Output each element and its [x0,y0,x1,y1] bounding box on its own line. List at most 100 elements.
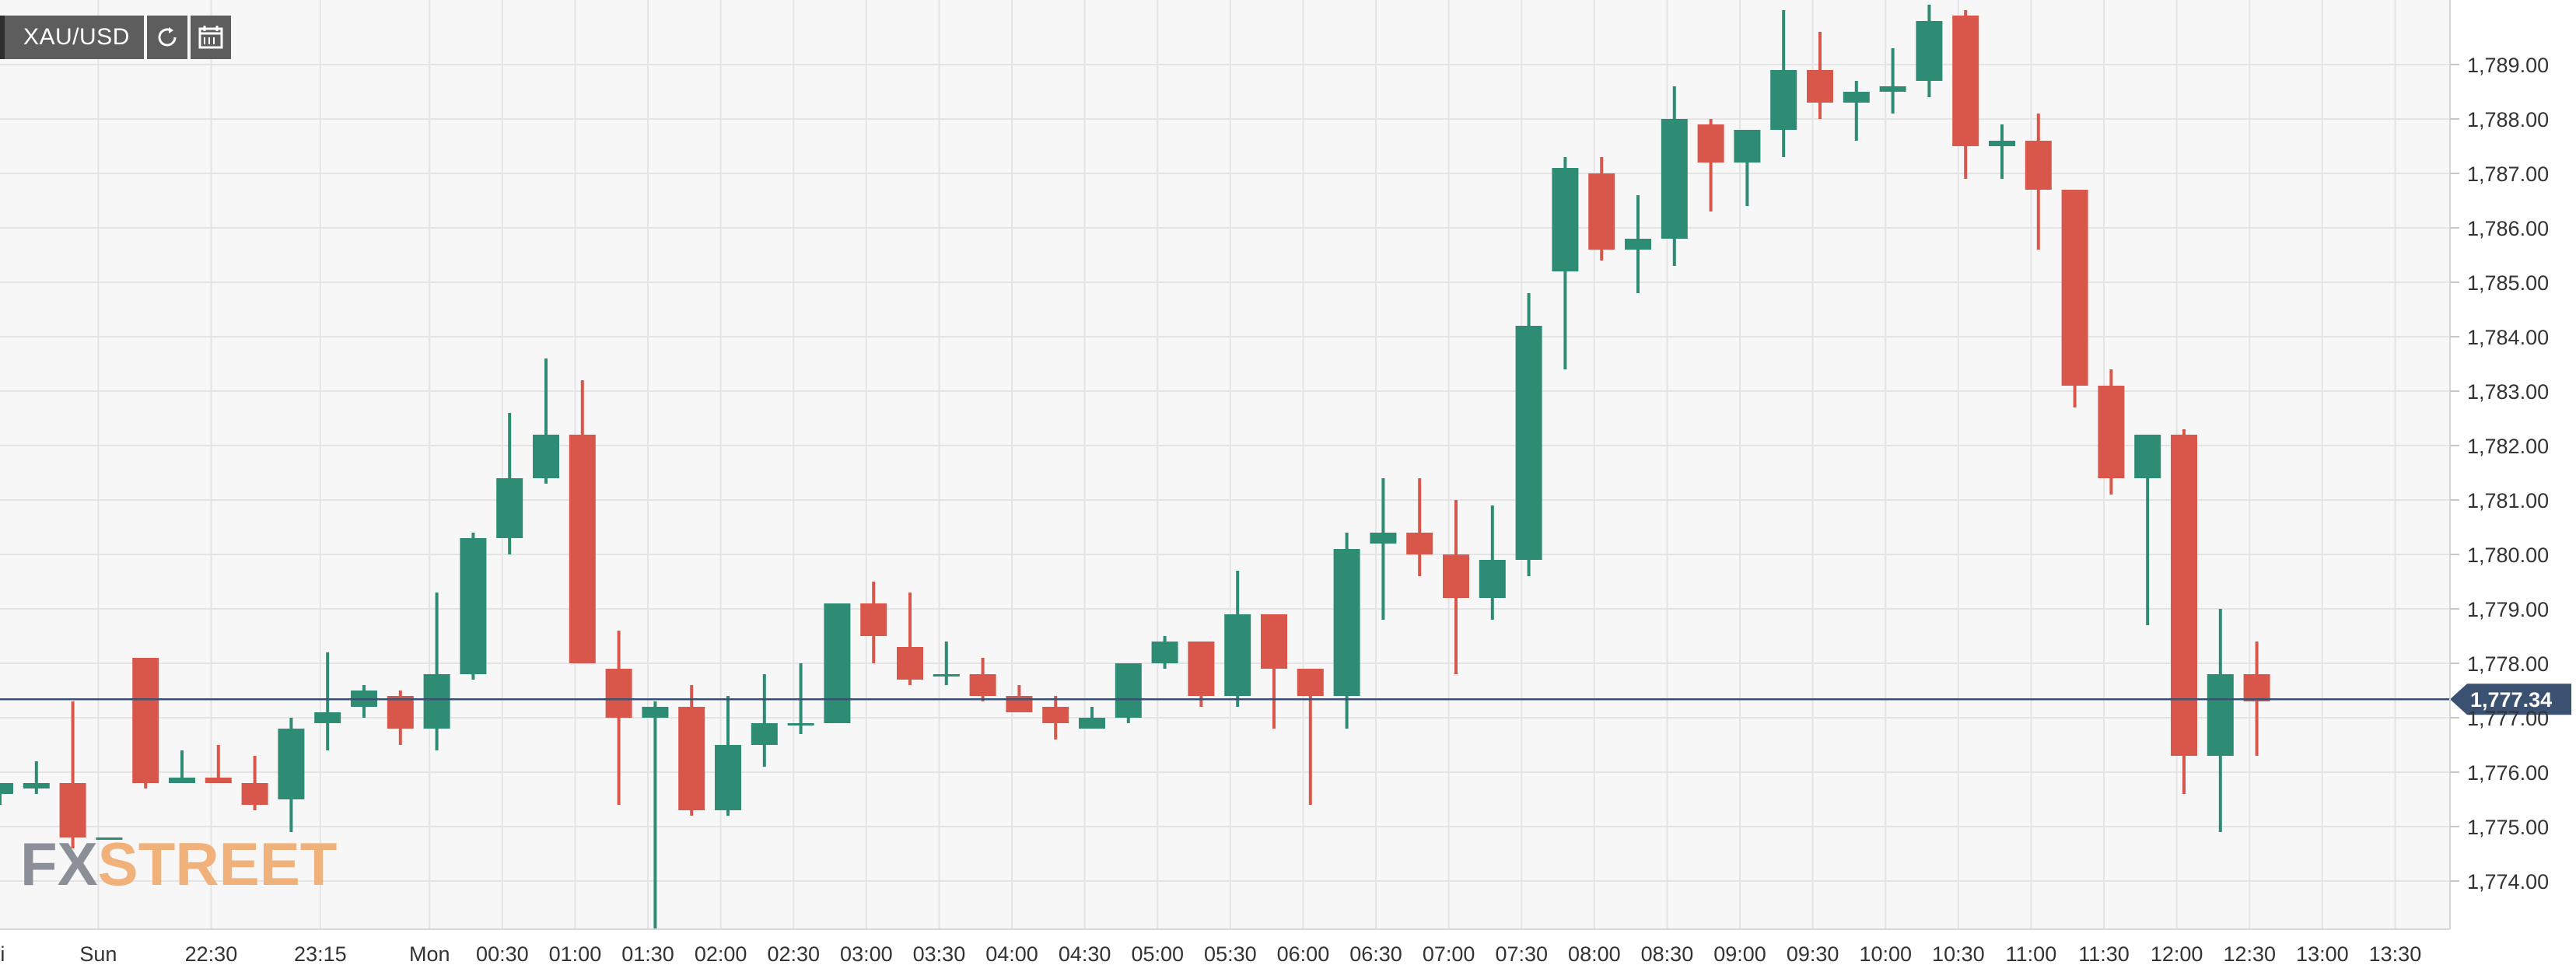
candle-body [2025,141,2052,190]
x-tick-label: 04:30 [1059,942,1111,966]
y-tick-label: 1,779.00 [2467,598,2549,621]
candle-body [2134,435,2161,478]
candle[interactable] [1333,533,1360,729]
candle[interactable] [1297,669,1324,805]
candle[interactable] [2061,190,2088,407]
candle[interactable] [1770,10,1797,157]
candle[interactable] [897,593,923,685]
candle-body [569,435,596,663]
candle[interactable] [205,745,232,783]
refresh-button[interactable] [146,16,187,59]
candle[interactable] [824,603,851,723]
candle-body [1916,21,1943,81]
candle[interactable] [1879,48,1906,114]
candle[interactable] [933,642,960,685]
candle[interactable] [1479,505,1506,620]
candle[interactable] [1807,32,1833,119]
candle[interactable] [1515,293,1542,576]
candle-body [1151,642,1178,663]
y-tick-label: 1,788.00 [2467,108,2549,131]
candle[interactable] [2134,435,2161,625]
x-tick-label: 08:00 [1568,942,1621,966]
y-tick-label: 1,780.00 [2467,544,2549,567]
candle[interactable] [533,358,559,484]
candle[interactable] [314,652,341,750]
candle[interactable] [59,701,86,848]
y-tick-label: 1,782.00 [2467,435,2549,458]
candle-body [1734,130,1761,163]
candle[interactable] [169,750,195,783]
candle[interactable] [1042,696,1069,739]
candle[interactable] [1552,157,1579,369]
candle[interactable] [569,380,596,663]
x-tick-label: 02:00 [695,942,747,966]
candle[interactable] [423,593,450,750]
candle-body [1333,549,1360,696]
candle[interactable] [1079,707,1105,729]
candle[interactable] [1151,636,1178,669]
plot-background [0,0,2450,929]
x-tick-label: Mon [409,942,450,966]
candle[interactable] [860,582,887,663]
candle-body [751,723,778,745]
candle[interactable] [132,658,159,788]
candle[interactable] [969,658,996,701]
candle[interactable] [1661,86,1688,266]
candle[interactable] [751,674,778,767]
candle[interactable] [0,783,13,805]
y-tick-label: 1,775.00 [2467,816,2549,839]
candle-body [860,603,887,636]
candle[interactable] [1115,663,1142,723]
candle-body [1952,16,1979,146]
candle[interactable] [496,413,523,554]
candle[interactable] [1989,124,2015,179]
calendar-button[interactable] [190,16,231,59]
candle[interactable] [1916,5,1943,97]
grid-layer [0,0,2450,929]
chart-toolbar: XAU/USD [0,16,231,59]
candle-body [1770,70,1797,130]
x-tick-label: 10:00 [1859,942,1912,966]
y-tick-label: 1,778.00 [2467,652,2549,676]
candle[interactable] [1697,119,1724,212]
candle[interactable] [678,685,705,816]
candle[interactable] [96,837,123,840]
candle[interactable] [23,761,50,794]
candle[interactable] [241,756,268,810]
candle[interactable] [1625,195,1651,293]
candle[interactable] [1370,478,1397,620]
refresh-icon [158,27,177,47]
x-axis: Fri Sun 22:30 23:15 Mon 00:30 01:00 01:30 02:00 0… [0,942,2421,966]
candle[interactable] [715,696,741,816]
candle[interactable] [642,701,669,930]
candle-body [2061,190,2088,386]
candle[interactable] [2098,369,2125,495]
candle[interactable] [1588,157,1615,260]
candle[interactable] [460,533,487,680]
candle[interactable] [278,718,305,832]
candle[interactable] [1188,642,1215,707]
candle[interactable] [1406,478,1433,576]
candle-body [169,778,195,783]
calendar-icon [198,26,223,49]
candle[interactable] [2171,429,2197,794]
candle[interactable] [1952,10,1979,179]
candle[interactable] [1734,130,1761,206]
candle[interactable] [2207,609,2234,832]
x-tick-label: 10:30 [1932,942,1985,966]
x-tick-label: 07:00 [1423,942,1475,966]
logo-fx: FX [20,830,98,898]
candle[interactable] [1443,500,1469,674]
candle[interactable] [1843,81,1870,141]
candle[interactable] [1224,571,1251,707]
x-tick-label: 09:00 [1713,942,1766,966]
y-tick-label: 1,786.00 [2467,217,2549,240]
y-tick-label: 1,781.00 [2467,489,2549,512]
candle[interactable] [1261,614,1287,729]
candle[interactable] [2025,114,2052,250]
candle-body [460,538,487,674]
symbol-label[interactable]: XAU/USD [0,16,144,59]
candle-body [1843,92,1870,103]
candle[interactable] [605,631,632,805]
